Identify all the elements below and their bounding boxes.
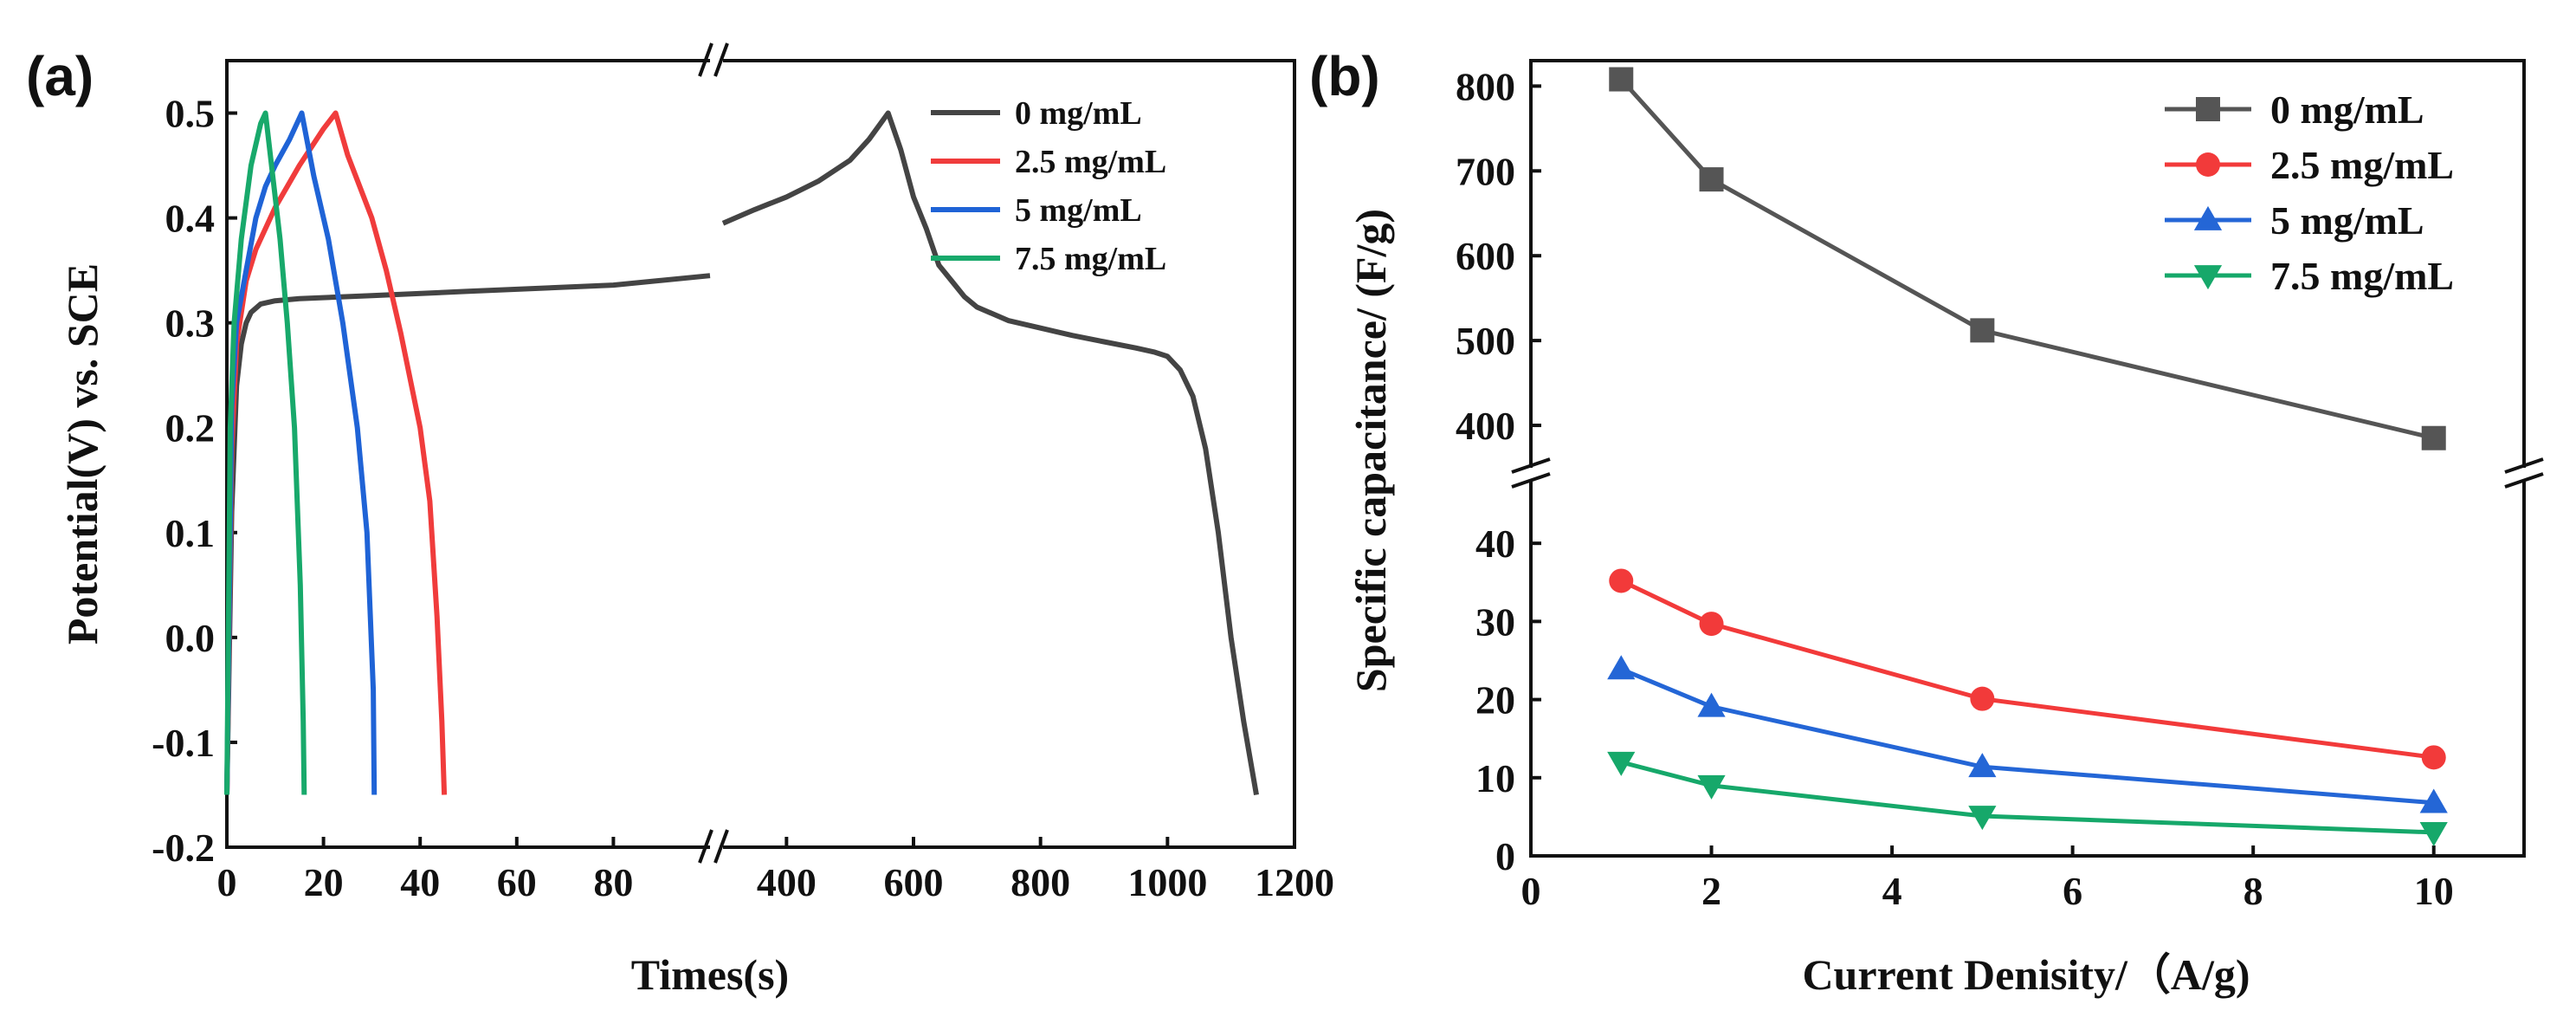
x-tick-label: 2 bbox=[1701, 869, 1721, 913]
x-tick-label: 1200 bbox=[1255, 860, 1334, 904]
series-line-1-right bbox=[721, 110, 1259, 796]
legend-label: 2.5 mg/mL bbox=[1015, 144, 1166, 180]
legend-marker bbox=[2193, 205, 2223, 230]
x-tick-label: 80 bbox=[593, 860, 633, 904]
data-point bbox=[1697, 774, 1726, 800]
series-line-3 bbox=[1620, 667, 2434, 806]
y-tick-label: 0.3 bbox=[165, 301, 216, 346]
y-tick-label: 0.5 bbox=[165, 92, 216, 136]
y-tick-label: 40 bbox=[1475, 521, 1515, 566]
legend-label: 7.5 mg/mL bbox=[2270, 254, 2454, 298]
data-point bbox=[1609, 568, 1634, 593]
panel-a-x-ticks: 0 20 40 60 80 400 600 800 1000 1200 bbox=[217, 837, 1334, 904]
legend-label: 0 mg/mL bbox=[2270, 87, 2424, 132]
panel-b-y-break-left bbox=[1511, 457, 1551, 489]
panel-b-legend: 0 mg/mL 2.5 mg/mL 5 mg/mL 7.5 mg/mL bbox=[2165, 87, 2454, 298]
data-point bbox=[1699, 612, 1724, 637]
legend-label: 5 mg/mL bbox=[2270, 198, 2424, 243]
y-tick-label: 0.2 bbox=[165, 406, 216, 450]
legend-label: 5 mg/mL bbox=[1015, 192, 1142, 229]
y-tick-label: 0.1 bbox=[165, 511, 216, 555]
y-tick-label: 800 bbox=[1456, 64, 1515, 108]
panel-b-label: (b) bbox=[1309, 45, 1380, 107]
x-tick-label: 6 bbox=[2063, 869, 2082, 913]
y-tick-label: 700 bbox=[1456, 149, 1515, 193]
panel-b-frame-upper bbox=[1529, 59, 2526, 468]
y-tick-label: 0.4 bbox=[165, 197, 216, 241]
series-line-4 bbox=[1620, 760, 2434, 835]
data-point bbox=[1699, 167, 1724, 192]
data-point bbox=[2421, 745, 2446, 770]
x-tick-label: 40 bbox=[400, 860, 440, 904]
y-tick-label: 0.0 bbox=[165, 616, 216, 660]
series-line-1 bbox=[1619, 77, 2435, 441]
legend-label: 0 mg/mL bbox=[1015, 95, 1142, 132]
panel-b-series bbox=[1607, 67, 2448, 847]
y-tick-label: 500 bbox=[1456, 319, 1515, 363]
data-point bbox=[1970, 686, 1995, 711]
data-point bbox=[2419, 788, 2448, 813]
data-point bbox=[2419, 822, 2448, 847]
y-tick-label: -0.2 bbox=[152, 826, 215, 870]
y-tick-label: 30 bbox=[1475, 599, 1515, 644]
panel-a-series bbox=[224, 110, 1259, 796]
y-tick-label: 600 bbox=[1456, 234, 1515, 278]
x-tick-label: 600 bbox=[884, 860, 944, 904]
legend-marker bbox=[2193, 265, 2223, 290]
x-tick-label: 20 bbox=[304, 860, 344, 904]
x-tick-label: 0 bbox=[217, 860, 237, 904]
x-tick-label: 4 bbox=[1882, 869, 1902, 913]
x-tick-label: 8 bbox=[2244, 869, 2263, 913]
series-line-2-left bbox=[224, 110, 448, 795]
y-tick-label: 10 bbox=[1475, 756, 1515, 800]
legend-label: 7.5 mg/mL bbox=[1015, 241, 1166, 277]
y-tick-label: 400 bbox=[1456, 404, 1515, 448]
panel-b-y-axis-title: Specific capacitance/ (F/g) bbox=[1346, 209, 1395, 692]
panel-b-frame-lower bbox=[1529, 481, 2526, 858]
panel-a-label: (a) bbox=[26, 45, 94, 107]
panel-a-y-ticks: -0.2 -0.1 0.0 0.1 0.2 0.3 0.4 0.5 bbox=[152, 92, 237, 870]
x-tick-label: 0 bbox=[1521, 869, 1541, 913]
x-tick-label: 800 bbox=[1010, 860, 1070, 904]
y-tick-label: -0.1 bbox=[152, 721, 215, 765]
panel-a-frame-right bbox=[723, 59, 1296, 849]
data-point bbox=[1968, 753, 1997, 778]
panel-a-x-break-bottom bbox=[698, 829, 729, 864]
panel-a-x-break-top bbox=[698, 42, 729, 77]
data-point bbox=[1607, 655, 1636, 680]
panel-a-y-axis-title: Potential(V) vs. SCE bbox=[58, 263, 107, 645]
data-point bbox=[1968, 806, 1997, 831]
x-tick-label: 60 bbox=[497, 860, 537, 904]
panel-a-frame-left bbox=[225, 59, 710, 849]
panel-b-y-break-right bbox=[2504, 457, 2544, 489]
data-point bbox=[1697, 692, 1726, 717]
x-tick-label: 10 bbox=[2414, 869, 2454, 913]
x-tick-label: 400 bbox=[757, 860, 817, 904]
data-point bbox=[1609, 67, 1634, 92]
panel-a: (a) -0.2 -0.1 0.0 0.1 0.2 0.3 0.4 0.5 0 20 40 60 80… bbox=[26, 42, 1334, 999]
series-line-3-left bbox=[224, 110, 378, 795]
legend-marker bbox=[2196, 152, 2220, 177]
panel-b-x-axis-title: Current Denisity/（A/g) bbox=[1802, 950, 2250, 999]
series-line-4-left bbox=[224, 110, 307, 795]
y-tick-label: 20 bbox=[1475, 678, 1515, 722]
panel-a-legend: 0 mg/mL 2.5 mg/mL 5 mg/mL 7.5 mg/mL bbox=[931, 95, 1166, 277]
panel-b: (b) 0 10 20 30 40 400 500 600 700 800 0 2 4 6 8 10 Spe… bbox=[1309, 45, 2544, 999]
legend-marker bbox=[2196, 97, 2220, 121]
series-line-2 bbox=[1620, 579, 2435, 760]
x-tick-label: 1000 bbox=[1127, 860, 1207, 904]
panel-a-x-axis-title: Times(s) bbox=[631, 950, 789, 999]
data-point bbox=[1970, 318, 1995, 343]
data-point bbox=[2421, 425, 2446, 450]
panel-b-y-ticks: 0 10 20 30 40 400 500 600 700 800 bbox=[1456, 64, 1541, 878]
legend-label: 2.5 mg/mL bbox=[2270, 143, 2454, 187]
panel-b-x-ticks: 0 2 4 6 8 10 bbox=[1521, 845, 2454, 913]
data-point bbox=[1607, 751, 1636, 776]
y-tick-label: 0 bbox=[1495, 834, 1515, 878]
